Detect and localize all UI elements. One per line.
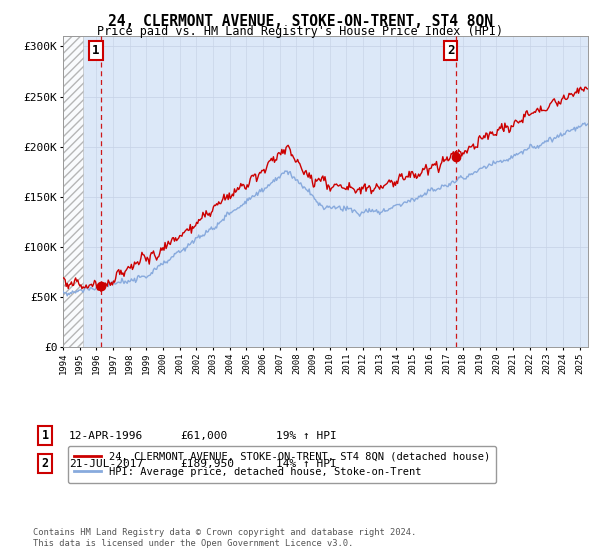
Text: 1: 1 [92,44,100,57]
Text: Price paid vs. HM Land Registry's House Price Index (HPI): Price paid vs. HM Land Registry's House … [97,25,503,38]
Text: 19% ↑ HPI: 19% ↑ HPI [276,431,337,441]
Text: £61,000: £61,000 [180,431,227,441]
Text: 24, CLERMONT AVENUE, STOKE-ON-TRENT, ST4 8QN: 24, CLERMONT AVENUE, STOKE-ON-TRENT, ST4… [107,14,493,29]
Bar [63,36,83,347]
Text: Contains HM Land Registry data © Crown copyright and database right 2024.
This d: Contains HM Land Registry data © Crown c… [33,528,416,548]
Text: £189,950: £189,950 [180,459,234,469]
Text: 2: 2 [41,457,49,470]
Text: 2: 2 [447,44,454,57]
Text: 21-JUL-2017: 21-JUL-2017 [69,459,143,469]
Text: 12-APR-1996: 12-APR-1996 [69,431,143,441]
Text: 14% ↑ HPI: 14% ↑ HPI [276,459,337,469]
Text: 1: 1 [41,429,49,442]
Legend: 24, CLERMONT AVENUE, STOKE-ON-TRENT, ST4 8QN (detached house), HPI: Average pric: 24, CLERMONT AVENUE, STOKE-ON-TRENT, ST4… [68,446,496,483]
